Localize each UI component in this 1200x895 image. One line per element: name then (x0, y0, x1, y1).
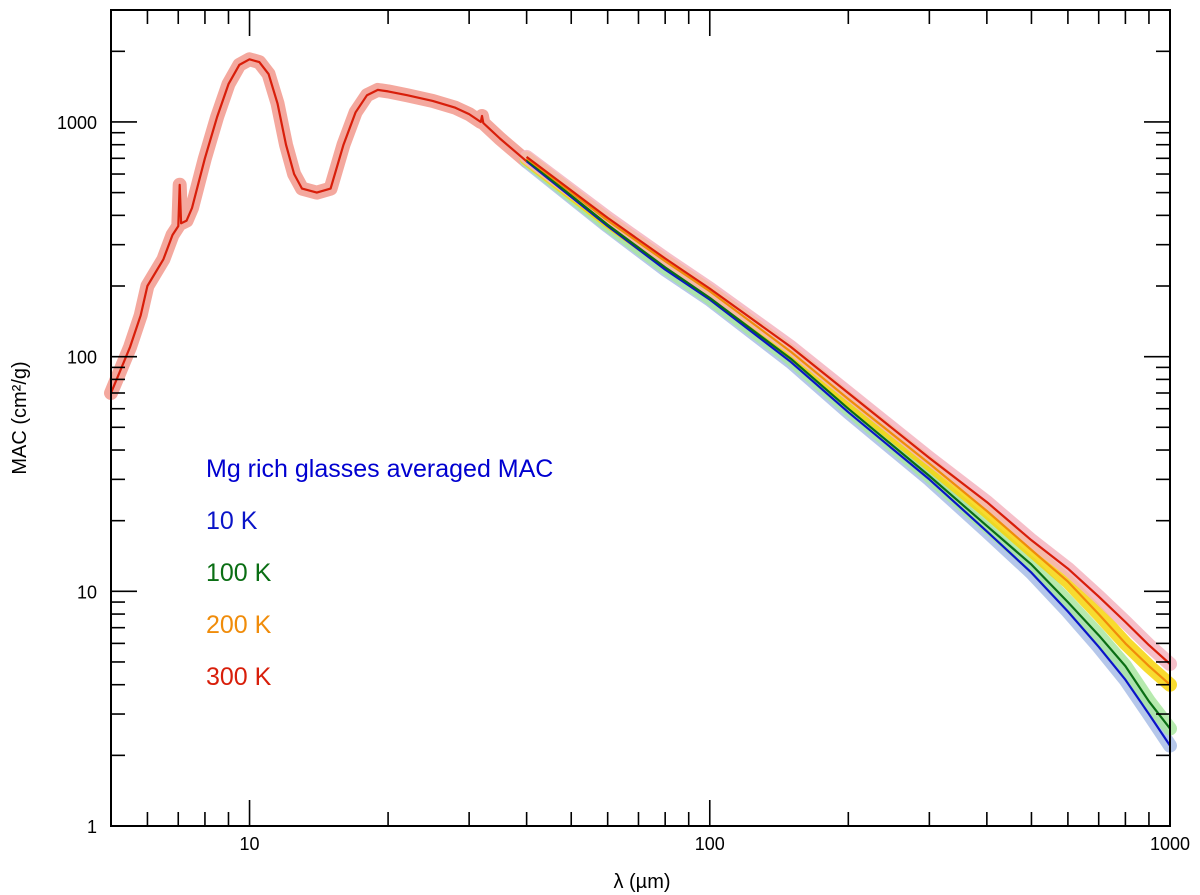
uncertainty-bands (104, 52, 1177, 753)
axis-ticks (110, 9, 1171, 827)
plot-frame (110, 9, 1171, 827)
legend-entry-100k: 100 K (206, 559, 272, 587)
legend: Mg rich glasses averaged MAC 10 K 100 K … (206, 455, 553, 691)
band-common (104, 52, 534, 400)
x-tick-label-1000: 1000 (1150, 834, 1190, 854)
legend-title: Mg rich glasses averaged MAC (206, 455, 553, 483)
line-300k (525, 156, 1171, 665)
y-tick-label-10: 10 (77, 582, 97, 602)
y-tick-label-1000: 1000 (57, 113, 97, 133)
y-tick-labels: 1 10 100 1000 (57, 113, 97, 837)
line-100k (525, 158, 1171, 730)
legend-entry-10k: 10 K (206, 507, 258, 535)
x-tick-label-100: 100 (695, 834, 725, 854)
line-200k (525, 157, 1171, 686)
data-lines (109, 58, 1171, 747)
line-10k (525, 160, 1171, 747)
y-tick-label-100: 100 (67, 348, 97, 368)
y-tick-label-1: 1 (87, 817, 97, 837)
x-tick-label-10: 10 (240, 834, 260, 854)
x-axis-label: λ (µm) (613, 871, 670, 893)
line-common (109, 58, 528, 394)
x-tick-labels: 10 100 1000 (240, 834, 1190, 854)
legend-entry-200k: 200 K (206, 611, 272, 639)
y-axis-label: MAC (cm²/g) (9, 361, 31, 474)
band-10k (519, 154, 1177, 753)
legend-entry-300k: 300 K (206, 663, 272, 691)
